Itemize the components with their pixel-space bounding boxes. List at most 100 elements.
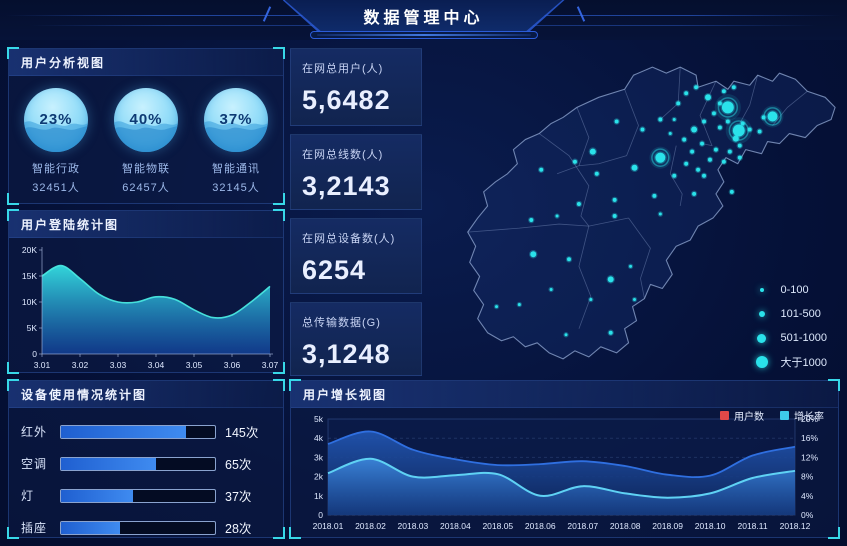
stat-value: 3,1248 [302,339,391,369]
legend-dot-icon [758,311,765,317]
svg-text:3.06: 3.06 [224,360,241,370]
svg-text:3.03: 3.03 [110,360,127,370]
liquid-gauge: 23% [24,88,88,152]
svg-text:1k: 1k [314,491,324,501]
gauge-percent: 37% [219,111,253,129]
map-outline [467,66,836,360]
gauge-label: 智能物联 [122,163,170,175]
usage-value: 28次 [225,522,252,536]
map-legend: 0-100 101-500 501-1000 大于1000 [755,283,828,369]
stat-card-total-devices: 在网总设备数(人) 6254 [290,218,422,294]
login-area-chart: 0 5K 10K 15K 20K 3.01 3.02 3.03 3.04 3.05 3.06 3.07 [22,245,278,370]
usage-value: 145次 [225,426,259,440]
usage-value: 37次 [225,490,252,504]
corner-bracket-icon [828,379,840,391]
legend-item-growth-rate[interactable]: 增长率 [780,408,824,423]
usage-row-infrared: 红外 145次 [21,422,269,441]
growth-area-chart: 0 1k 2k 3k 4k 5k 0% 4% 8% 12% 16% 20% 2018.01 2018.02… [313,414,819,531]
panel-header: 用户登陆统计图 [9,211,283,238]
gauge-iot: 40% 智能物联 62457人 [103,88,189,195]
legend-label: 大于1000 [780,357,827,369]
gauge-label: 智能通讯 [212,163,260,175]
gauge-count: 32145人 [212,182,260,194]
legend-label: 101-500 [780,308,821,320]
svg-text:4k: 4k [314,433,324,443]
svg-text:20K: 20K [22,245,37,255]
stat-value: 3,2143 [302,171,391,201]
svg-text:5K: 5K [27,323,38,333]
usage-bar-track [60,424,216,439]
map-legend-item: 大于1000 [755,355,828,369]
gauge-admin: 23% 智能行政 32451人 [13,88,99,195]
legend-dot-box [755,311,769,317]
stat-card-total-data: 总传输数据(G) 3,1248 [290,302,422,376]
usage-label: 插座 [21,521,48,535]
panel-device-usage: 设备使用情况统计图 红外 145次 空调 65次 灯 37次 插座 28次 [7,379,285,539]
svg-text:20%: 20% [801,414,818,424]
corner-bracket-icon [7,527,19,539]
svg-text:0: 0 [32,349,37,359]
svg-text:0%: 0% [801,510,814,520]
svg-text:2018.02: 2018.02 [355,521,386,531]
header-decor-bar [309,31,538,39]
usage-label: 红外 [21,425,48,439]
panel-login-stats: 用户登陆统计图 0 5K 10K 15K 20K 3.01 3.02 3.03 3.04 3.05… [7,209,285,374]
gauge-wave-icon [204,121,268,152]
panel-title: 用户增长视图 [303,387,388,402]
title-plate: 数据管理中心 [284,0,563,31]
panel-title: 设备使用情况统计图 [21,387,148,402]
legend-dot-box [755,333,769,343]
usage-row-ac: 空调 65次 [21,454,269,473]
corner-bracket-icon [273,379,285,391]
legend-label: 用户数 [734,412,764,423]
corner-bracket-icon [273,193,285,205]
header: 数据管理中心 [0,0,847,40]
panel-title: 用户分析视图 [21,55,106,70]
svg-text:2018.03: 2018.03 [398,521,429,531]
svg-text:5k: 5k [314,414,324,424]
legend-dot-icon [757,333,766,343]
svg-text:3.02: 3.02 [72,360,89,370]
corner-bracket-icon [828,527,840,539]
svg-text:2018.01: 2018.01 [313,521,344,531]
growth-rate-swatch-icon [780,411,789,420]
panel-user-growth: 用户增长视图 用户数 增长率 0 1k 2k 3k 4k 5k 0% 4% 8% 12% 16% 20… [289,379,840,539]
legend-item-users[interactable]: 用户数 [720,408,764,423]
liquid-gauge: 40% [114,88,178,152]
corner-bracket-icon [273,209,285,221]
corner-bracket-icon [273,362,285,374]
corner-bracket-icon [7,379,19,391]
stat-label: 在网总用户(人) [302,63,384,75]
corner-bracket-icon [7,362,19,374]
gauge-label: 智能行政 [32,163,80,175]
gauge-comms: 37% 智能通讯 32145人 [193,88,279,195]
corner-bracket-icon [289,527,301,539]
svg-text:3.01: 3.01 [34,360,51,370]
panel-header: 用户增长视图 [291,381,838,408]
svg-text:2018.04: 2018.04 [440,521,471,531]
svg-text:15K: 15K [22,271,37,281]
map-legend-item: 0-100 [755,283,828,297]
liquid-gauge: 37% [204,88,268,152]
svg-text:2018.09: 2018.09 [652,521,683,531]
legend-dot-icon [755,356,768,368]
svg-text:16%: 16% [801,433,818,443]
usage-row-light: 灯 37次 [21,486,269,505]
usage-bar-track [60,488,216,503]
stat-value: 5,6482 [302,85,391,115]
usage-bar-track [60,520,216,535]
users-swatch-icon [720,411,729,420]
usage-bar-list: 红外 145次 空调 65次 灯 37次 插座 28次 窗帘 [9,408,283,546]
panel-header: 用户分析视图 [9,49,283,76]
svg-text:3.05: 3.05 [186,360,203,370]
map-legend-item: 101-500 [755,307,828,321]
legend-dot-icon [759,288,764,292]
usage-bar-track [60,456,216,471]
panel-user-analysis: 用户分析视图 23% 智能行政 32451人 [7,47,285,205]
usage-row-socket: 插座 28次 [21,518,269,537]
legend-label: 0-100 [780,284,809,296]
svg-text:12%: 12% [801,452,818,462]
panel-header: 设备使用情况统计图 [9,381,283,408]
svg-text:3.07: 3.07 [262,360,278,370]
